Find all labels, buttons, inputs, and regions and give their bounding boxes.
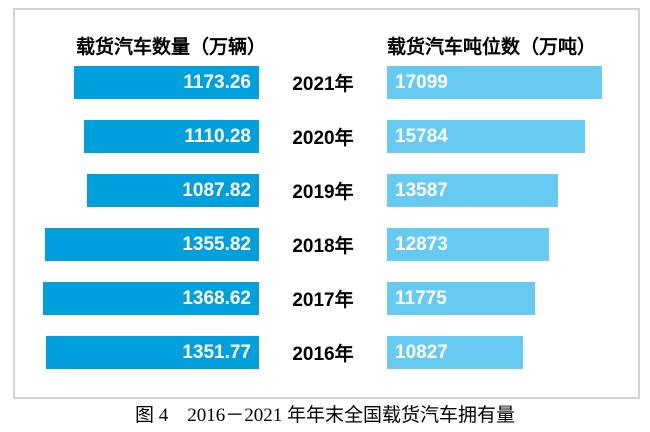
- right-bar-value: 12873: [395, 233, 448, 255]
- left-series-title: 载货汽车数量（万辆）: [76, 37, 267, 58]
- right-bar: 13587: [387, 174, 558, 207]
- chart-area: 载货汽车数量（万辆） 载货汽车吨位数（万吨） 1173.26 2021年 170…: [13, 8, 640, 399]
- chart-row: 1173.26 2021年 17099: [15, 66, 638, 99]
- left-bar: 1173.26: [73, 66, 259, 99]
- left-bar-value: 1087.82: [182, 179, 251, 201]
- left-bar: 1351.77: [45, 336, 259, 369]
- left-bar-value: 1351.77: [182, 341, 251, 363]
- year-label: 2019年: [292, 182, 354, 203]
- right-bar: 17099: [387, 66, 602, 99]
- right-bar: 11775: [387, 282, 536, 315]
- left-bar-value: 1173.26: [183, 71, 251, 93]
- left-bar-value: 1110.28: [184, 125, 251, 147]
- chart-row: 1087.82 2019年 13587: [15, 174, 638, 207]
- year-label: 2016年: [292, 344, 354, 365]
- chart-rows: 1173.26 2021年 17099 1110.28 2020年 15784: [15, 66, 638, 369]
- chart-row: 1110.28 2020年 15784: [15, 120, 638, 153]
- right-bar-value: 15784: [395, 125, 448, 147]
- right-series-title: 载货汽车吨位数（万吨）: [387, 37, 597, 58]
- left-bar: 1355.82: [45, 228, 259, 261]
- right-bar-value: 11775: [395, 287, 447, 309]
- year-label: 2021年: [292, 74, 354, 95]
- column-headers: 载货汽车数量（万辆） 载货汽车吨位数（万吨）: [15, 36, 638, 60]
- year-label: 2017年: [292, 290, 354, 311]
- right-bar-value: 17099: [395, 71, 448, 93]
- right-bar-value: 13587: [395, 179, 448, 201]
- chart-row: 1355.82 2018年 12873: [15, 228, 638, 261]
- figure-caption: 图 4 2016－2021 年年末全国载货汽车拥有量: [134, 405, 515, 426]
- right-bar: 15784: [387, 120, 586, 153]
- left-bar: 1110.28: [83, 120, 259, 153]
- year-label: 2020年: [292, 128, 354, 149]
- right-bar: 10827: [387, 336, 524, 369]
- right-bar-value: 10827: [395, 341, 448, 363]
- right-bar: 12873: [387, 228, 549, 261]
- chart-row: 1368.62 2017年 11775: [15, 282, 638, 315]
- left-bar: 1368.62: [43, 282, 259, 315]
- left-bar-value: 1355.82: [182, 233, 251, 255]
- left-bar: 1087.82: [87, 174, 259, 207]
- year-label: 2018年: [292, 236, 354, 257]
- chart-row: 1351.77 2016年 10827: [15, 336, 638, 369]
- left-bar-value: 1368.62: [182, 287, 251, 309]
